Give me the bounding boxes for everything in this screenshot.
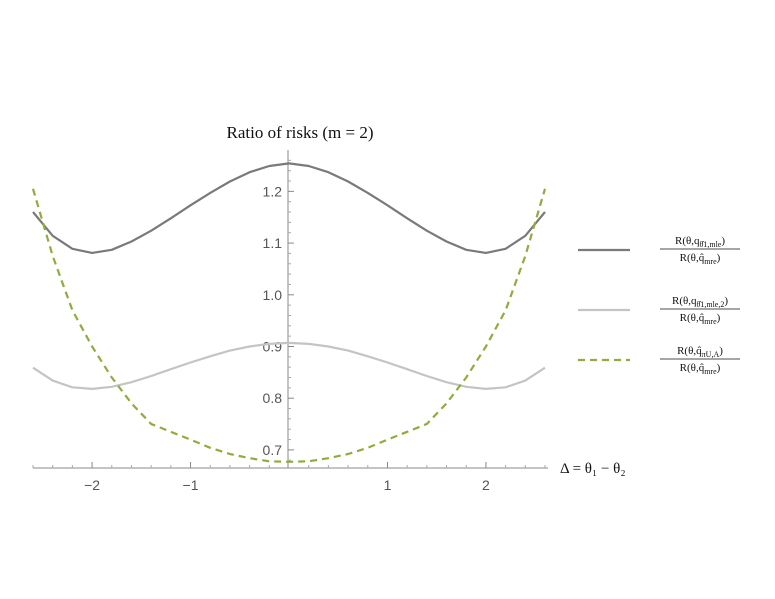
legend-denominator-1: R(θ,q̂mre): [680, 252, 721, 266]
legend-denominator-2: R(θ,q̂mre): [680, 312, 721, 326]
x-axis-label: Δ = θ₁ − θ₂: [560, 461, 626, 477]
series-line-1: [32, 162, 546, 254]
y-tick-label: 1.0: [263, 287, 283, 303]
legend: R(θ,qθ̂1,mle) R(θ,q̂mre) R(θ,qθ̂1,mle,2) R(…: [578, 235, 740, 376]
chart-title: Ratio of risks (m = 2): [227, 123, 374, 142]
y-tick-label: 0.9: [263, 338, 283, 354]
ticks-group: −2 −1 1 2 0.7 0.8 0.9 1.0 1.1 1.2: [32, 159, 546, 493]
series-line-3: [31, 188, 547, 463]
x-tick-label: −2: [84, 477, 100, 493]
legend-numerator-3: R(θ,q̂πU,A): [677, 345, 723, 359]
x-tick-label: −1: [183, 477, 199, 493]
series-group: [31, 162, 547, 463]
legend-numerator-2: R(θ,qθ̂1,mle,2): [672, 295, 728, 309]
y-tick-label: 1.2: [263, 183, 283, 199]
series-line-2: [32, 341, 546, 390]
x-tick-label: 1: [384, 477, 392, 493]
legend-denominator-3: R(θ,q̂mre): [680, 362, 721, 376]
axes-group: −2 −1 1 2 0.7 0.8 0.9 1.0 1.1 1.2: [32, 150, 548, 493]
x-tick-label: 2: [482, 477, 490, 493]
y-tick-label: 1.1: [263, 235, 283, 251]
legend-numerator-1: R(θ,qθ̂1,mle): [675, 235, 725, 249]
y-tick-label: 0.7: [263, 442, 283, 458]
y-tick-label: 0.8: [263, 390, 283, 406]
